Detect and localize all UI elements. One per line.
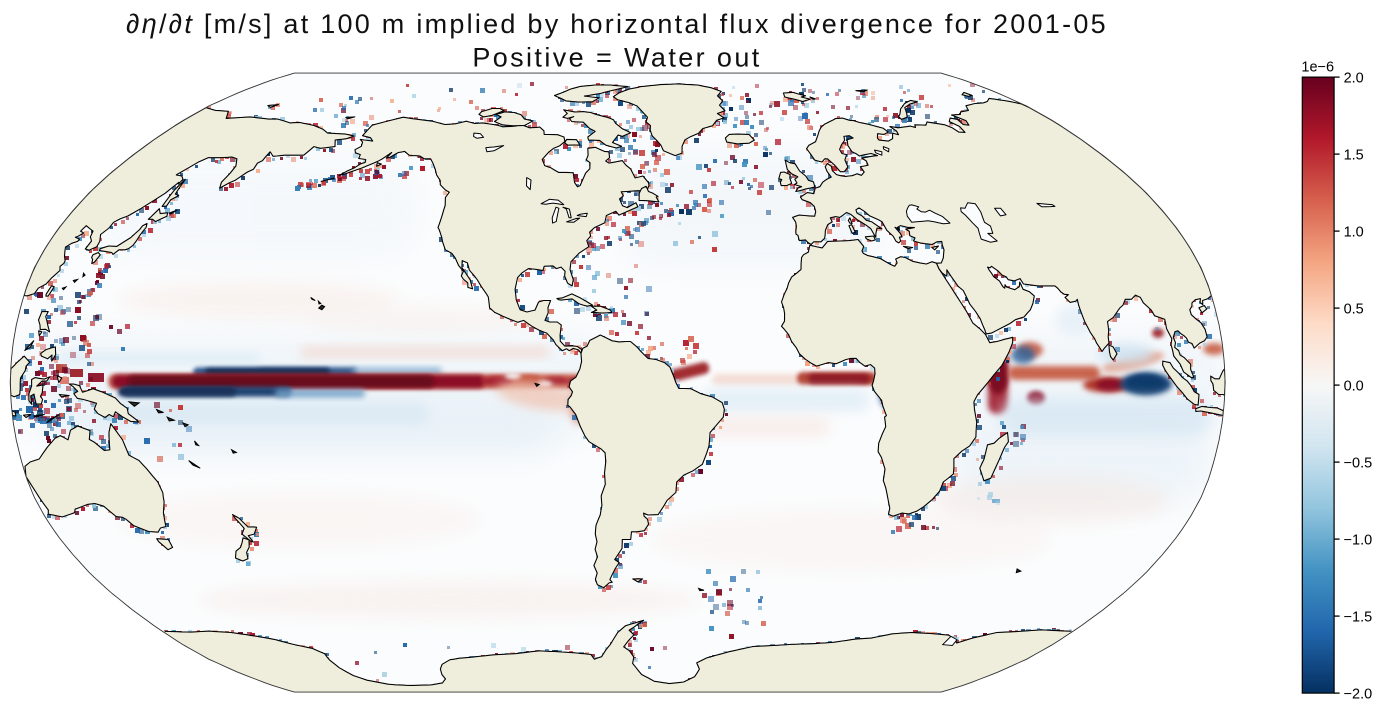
svg-text:−2.0: −2.0 [1344,686,1373,702]
svg-text:∂η/∂t [m/s] at 100 m implied b: ∂η/∂t [m/s] at 100 m implied by horizont… [126,9,1108,39]
svg-text:1e−6: 1e−6 [1301,60,1334,76]
svg-text:Positive = Water out: Positive = Water out [472,42,761,72]
svg-text:1.5: 1.5 [1344,147,1364,163]
svg-text:−1.5: −1.5 [1344,609,1373,625]
svg-text:1.0: 1.0 [1344,224,1364,240]
svg-text:0.5: 0.5 [1344,301,1364,317]
svg-text:2.0: 2.0 [1344,70,1364,86]
svg-text:0.0: 0.0 [1344,378,1364,394]
svg-text:−0.5: −0.5 [1344,455,1373,471]
svg-text:−1.0: −1.0 [1344,532,1373,548]
